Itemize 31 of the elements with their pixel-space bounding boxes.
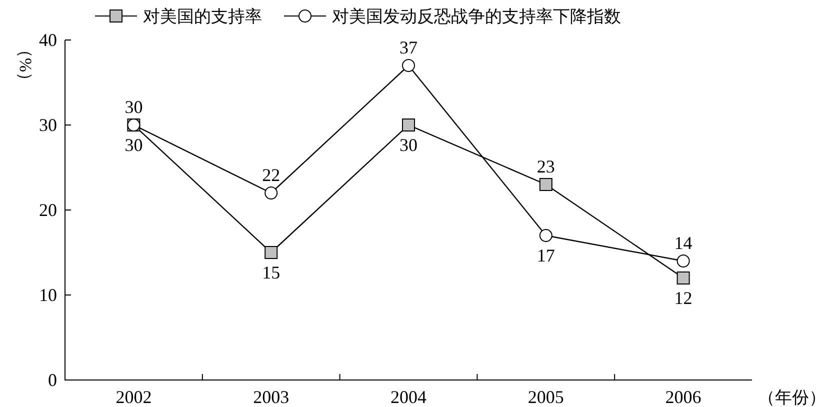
x-tick-label: 2002 <box>116 387 152 407</box>
x-tick-label: 2005 <box>528 387 564 407</box>
point <box>539 178 552 191</box>
point <box>402 118 415 132</box>
legend-label: 对美国的支持率 <box>143 7 262 26</box>
point <box>264 246 278 259</box>
data-label: 30 <box>400 135 418 155</box>
data-label: 30 <box>124 97 143 117</box>
point <box>264 186 278 200</box>
y-axis-title: （%） <box>16 40 35 90</box>
data-label: 15 <box>262 262 280 282</box>
y-tick-label: 40 <box>39 30 57 50</box>
point <box>402 59 415 72</box>
data-label: 23 <box>536 156 555 176</box>
point <box>539 229 552 242</box>
y-tick-label: 0 <box>48 370 57 390</box>
data-label: 14 <box>674 233 692 253</box>
x-tick-label: 2004 <box>390 387 426 407</box>
data-label: 30 <box>124 135 143 155</box>
y-tick-label: 10 <box>39 285 57 305</box>
data-label: 12 <box>674 288 692 308</box>
data-label: 17 <box>536 246 555 266</box>
legend-label: 对美国发动反恐战争的支持率下降指数 <box>332 7 621 26</box>
y-tick-label: 20 <box>39 200 57 220</box>
y-tick-label: 30 <box>39 115 57 135</box>
x-tick-label: 2003 <box>253 387 290 407</box>
x-tick-label: 2006 <box>665 387 702 407</box>
data-label: 37 <box>400 38 418 58</box>
x-axis-title: （年份） <box>758 388 826 407</box>
data-label: 22 <box>262 165 280 185</box>
point <box>676 272 690 284</box>
